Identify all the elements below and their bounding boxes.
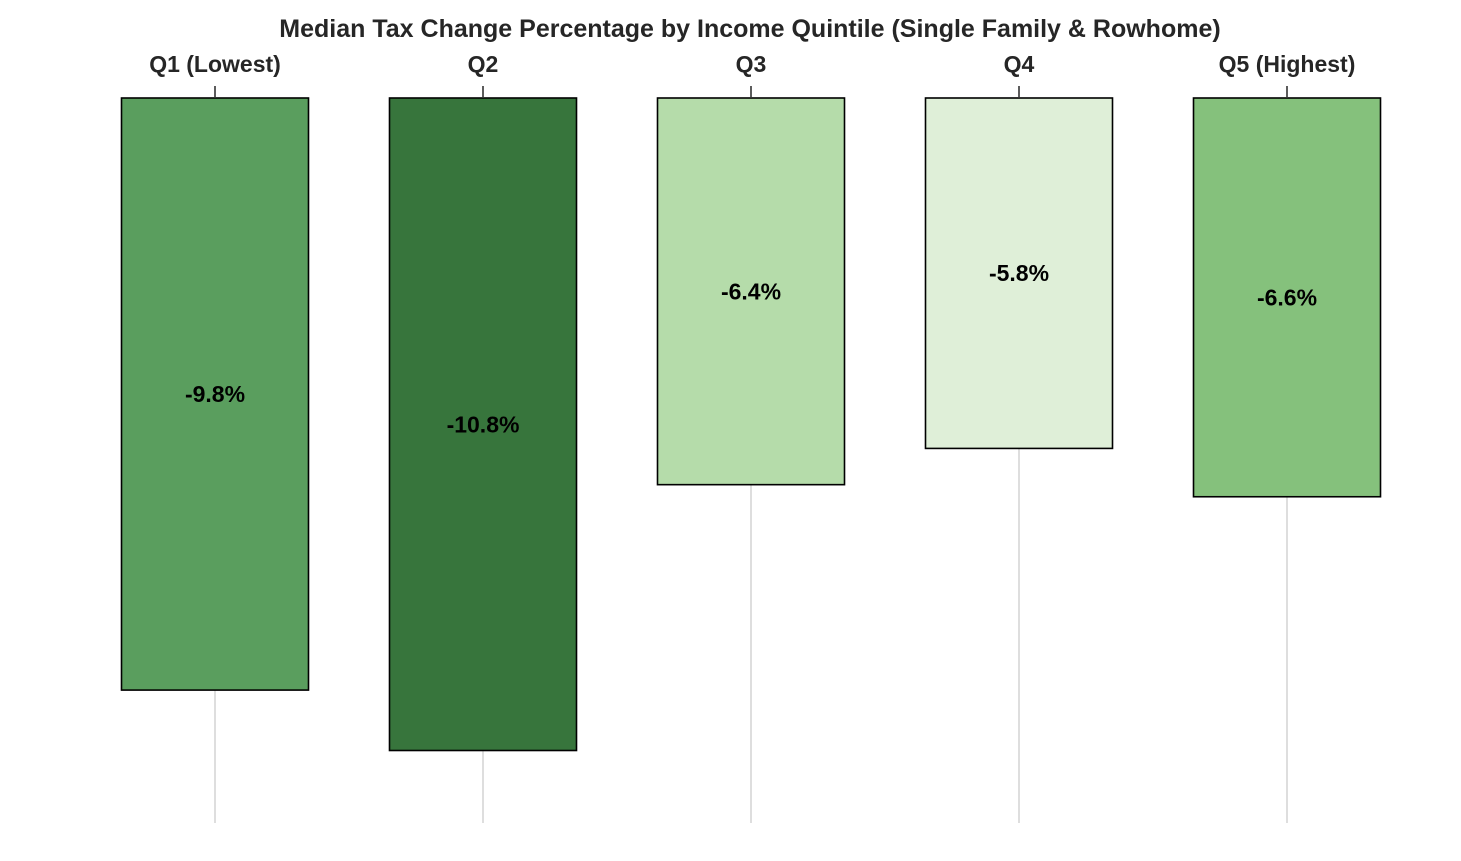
bar — [388, 97, 578, 752]
tick-layer: Q1 (Lowest) Q2 Q3 Q4 Q5 (Highest) — [149, 51, 1355, 98]
tick-label: Q4 — [1004, 51, 1035, 77]
tick-label: Q5 (Highest) — [1219, 51, 1356, 77]
data-label: -5.8% — [989, 260, 1049, 286]
data-label: -6.6% — [1257, 284, 1317, 310]
data-label: -9.8% — [185, 381, 245, 407]
tick-label: Q1 (Lowest) — [149, 51, 281, 77]
bar — [120, 97, 310, 691]
data-label: -6.4% — [721, 278, 781, 304]
tick-label: Q3 — [736, 51, 767, 77]
bar-layer — [120, 97, 1382, 752]
bar — [1192, 97, 1382, 498]
label-layer: -9.8% -10.8% -6.4% -5.8% -6.6% — [185, 260, 1317, 437]
chart-title: Median Tax Change Percentage by Income Q… — [279, 15, 1220, 43]
tick-label: Q2 — [468, 51, 499, 77]
data-label: -10.8% — [447, 411, 520, 437]
